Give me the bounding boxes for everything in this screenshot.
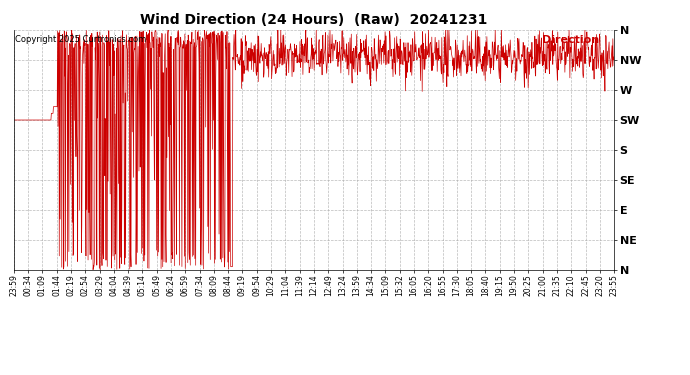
Text: Copyright 2025 Curtronics.com: Copyright 2025 Curtronics.com	[15, 35, 146, 44]
Text: Direction: Direction	[542, 35, 599, 45]
Title: Wind Direction (24 Hours)  (Raw)  20241231: Wind Direction (24 Hours) (Raw) 20241231	[140, 13, 488, 27]
